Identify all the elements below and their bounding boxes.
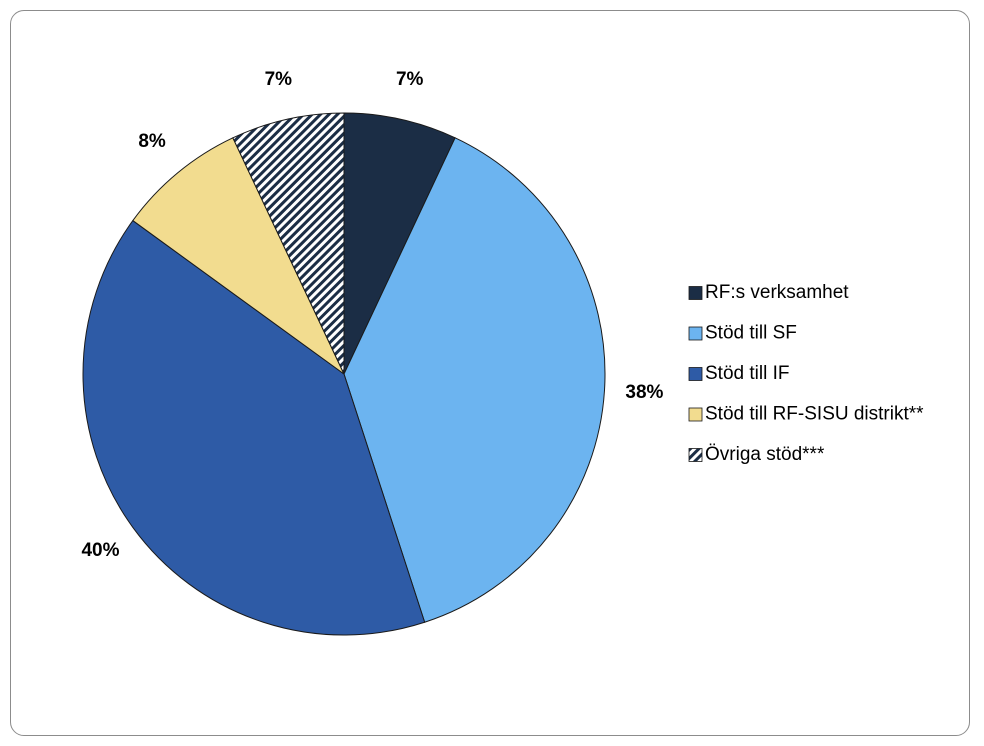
legend-swatch-st-d-till-rf-sisu-distrikt <box>688 407 703 422</box>
pie-slice-vriga-st-d <box>232 112 345 375</box>
data-label-st-d-till-sf: 38% <box>625 382 663 403</box>
data-label-st-d-till-if: 40% <box>81 540 119 561</box>
legend-label-st-d-till-rf-sisu-distrikt: Stöd till RF-SISU distrikt** <box>705 404 924 425</box>
data-label-vriga-st-d: 7% <box>265 69 293 90</box>
legend-swatch-rf-s-verksamhet <box>688 286 703 300</box>
pie-slice-rf-s-verksamhet <box>343 112 456 375</box>
legend-label-vriga-st-d: Övriga stöd*** <box>705 444 825 465</box>
pie-slice-st-d-till-rf-sisu-distrikt <box>132 137 345 375</box>
legend-label-st-d-till-sf: Stöd till SF <box>705 323 797 344</box>
legend-swatch-st-d-till-if <box>688 367 703 381</box>
legend-swatch-vriga-st-d <box>688 448 703 462</box>
legend-swatch-st-d-till-sf <box>688 326 703 341</box>
legend-label-st-d-till-if: Stöd till IF <box>705 363 789 384</box>
legend-label-rf-s-verksamhet: RF:s verksamhet <box>705 282 849 303</box>
pie-slice-st-d-till-if <box>82 219 426 636</box>
pie-slice-st-d-till-sf <box>343 137 606 623</box>
data-label-rf-s-verksamhet: 7% <box>396 69 424 90</box>
data-label-st-d-till-rf-sisu-distrikt: 8% <box>138 131 166 152</box>
